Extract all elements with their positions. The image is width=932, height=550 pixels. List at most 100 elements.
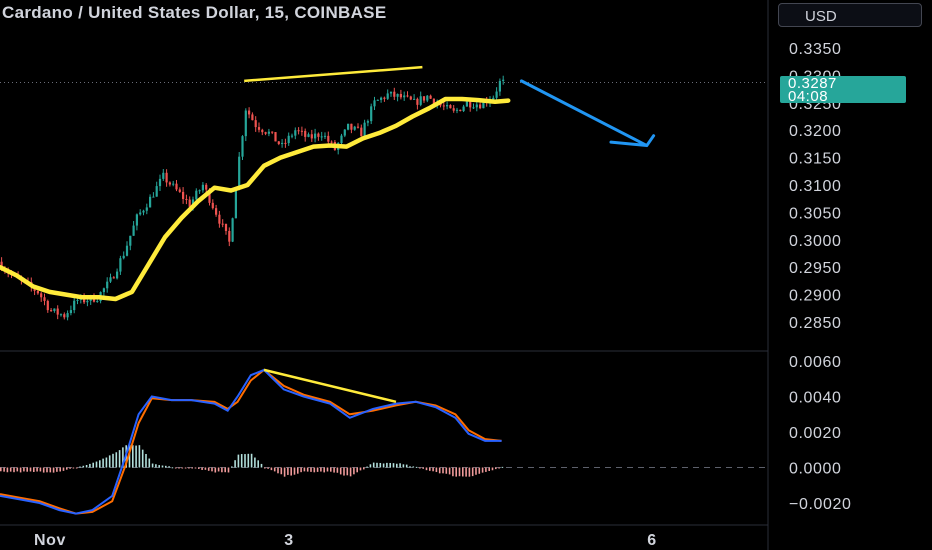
histogram-bar-negative (26, 467, 28, 472)
candle-down-body (182, 191, 185, 199)
candle-down-body (205, 184, 208, 190)
price-tick-label: 0.3200 (789, 123, 842, 140)
macd-tick-label: 0.0020 (789, 425, 842, 442)
price-tick-label: 0.2900 (789, 288, 842, 305)
histogram-bar-negative (194, 467, 197, 469)
histogram-bar-negative (59, 467, 61, 472)
candle-down-body (40, 293, 43, 298)
price-tick-label: 0.2850 (789, 315, 842, 332)
histogram-bar-positive (366, 466, 368, 468)
histogram-bar-negative (52, 467, 55, 473)
candle-up-body (340, 135, 343, 144)
histogram-bar-negative (56, 467, 58, 472)
histogram-bar-positive (237, 454, 240, 468)
time-tick-label: 3 (284, 532, 294, 549)
histogram-bar-negative (201, 467, 203, 470)
candle-down-body (383, 97, 386, 99)
price-tick-label: 0.3150 (789, 151, 842, 168)
candle-down-body (442, 105, 445, 107)
candle-up-body (135, 214, 138, 226)
histogram-bar-positive (405, 464, 408, 468)
candle-down-body (297, 130, 300, 132)
histogram-bar-negative (359, 467, 362, 471)
candle-up-body (386, 93, 389, 99)
histogram-bar-negative (49, 467, 52, 473)
histogram-bar-negative (485, 467, 487, 472)
candle-up-body (102, 288, 105, 293)
histogram-bar-positive (247, 453, 250, 468)
candle-up-body (234, 189, 237, 219)
histogram-bar-negative (270, 467, 273, 471)
candle-down-body (360, 127, 363, 137)
histogram-bar-negative (445, 467, 448, 474)
currency-button[interactable]: USD (778, 3, 922, 27)
price-tick-label: 0.2950 (789, 260, 842, 277)
histogram-bar-negative (62, 467, 65, 471)
candle-down-body (185, 198, 188, 200)
candle-up-body (231, 218, 234, 242)
histogram-bar-negative (198, 467, 200, 469)
candle-up-body (142, 210, 145, 213)
histogram-bar-negative (224, 467, 226, 473)
candle-up-body (370, 106, 373, 122)
candle-down-body (218, 214, 221, 224)
histogram-bar-negative (349, 467, 352, 477)
histogram-bar-negative (419, 467, 421, 469)
price-axis[interactable]: 0.33500.33000.32500.32000.31500.31000.30… (767, 0, 851, 550)
histogram-bar-positive (79, 466, 81, 468)
histogram-bar-negative (442, 467, 444, 474)
histogram-bar-negative (343, 467, 345, 476)
histogram-bar-negative (438, 467, 441, 474)
histogram-bar-negative (326, 467, 329, 472)
candle-up-body (426, 95, 429, 101)
candle-down-body (254, 120, 257, 128)
histogram-bar-negative (336, 467, 339, 473)
candle-up-body (59, 314, 63, 316)
macd-tick-label: 0.0000 (789, 461, 842, 478)
histogram-bar-positive (386, 462, 388, 468)
histogram-bar-positive (399, 463, 401, 468)
histogram-bar-negative (290, 467, 292, 476)
histogram-bar-negative (191, 467, 193, 469)
histogram-bar-positive (141, 449, 144, 468)
histogram-bar-positive (161, 465, 164, 468)
histogram-bar-positive (254, 457, 256, 468)
divergence-trendline (263, 368, 397, 404)
candle-up-body (307, 134, 310, 137)
histogram-bar-negative (184, 467, 187, 469)
histogram-bar-negative (471, 467, 474, 477)
candle-down-body (393, 91, 396, 97)
macd-tick-label: −0.0020 (789, 496, 851, 513)
histogram-bar-negative (300, 467, 302, 473)
histogram-bar-negative (306, 467, 309, 472)
macd-tick-label: 0.0040 (789, 390, 842, 407)
candle-up-body (314, 133, 317, 139)
time-tick-label: 6 (647, 532, 657, 549)
candle-down-body (50, 310, 53, 312)
histogram-bar-negative (0, 467, 2, 472)
chart-title: Cardano / United States Dollar, 15, COIN… (2, 3, 387, 22)
histogram-bar-negative (478, 467, 481, 474)
candle-up-body (472, 107, 475, 109)
histogram-bar-positive (112, 453, 114, 468)
histogram-bar-positive (409, 466, 411, 468)
histogram-bar-positive (171, 467, 174, 469)
candle-down-body (63, 314, 66, 318)
histogram-bar-negative (452, 467, 454, 477)
histogram-bar-positive (102, 458, 104, 468)
candle-down-body (406, 95, 409, 97)
histogram-bar-positive (99, 460, 101, 468)
histogram-bar-negative (267, 467, 269, 469)
time-axis[interactable]: Nov 3 6 (0, 524, 768, 549)
histogram-bar-negative (346, 467, 349, 476)
histogram-bar-positive (234, 460, 236, 468)
histogram-bar-negative (313, 467, 316, 473)
histogram-bar-positive (158, 465, 160, 468)
histogram-bar-negative (280, 467, 283, 475)
candle-down-body (479, 104, 482, 109)
candle-down-body (188, 199, 191, 207)
histogram-bar-negative (221, 467, 223, 473)
candle-down-body (304, 130, 307, 137)
